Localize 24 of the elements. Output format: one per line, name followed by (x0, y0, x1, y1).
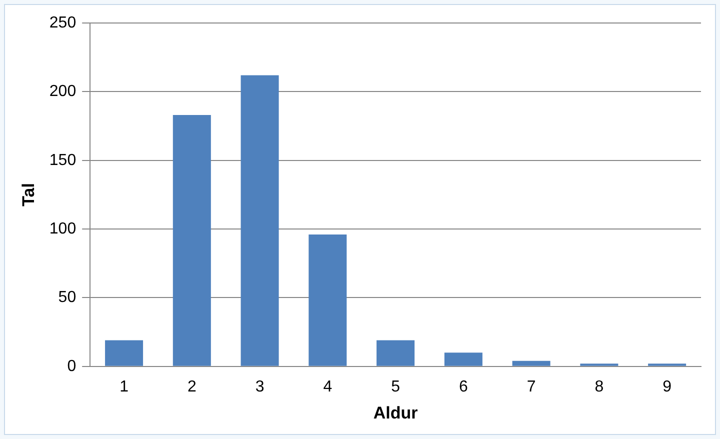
y-axis-title: Tal (18, 183, 38, 206)
x-tick-label: 9 (662, 378, 672, 396)
x-tick-label: 6 (458, 378, 468, 396)
bar (376, 340, 415, 366)
y-tick-label: 0 (67, 358, 76, 375)
x-tick-label: 5 (391, 378, 400, 396)
y-tick-label: 100 (49, 220, 76, 238)
bar (172, 115, 211, 366)
x-tick-label: 8 (594, 378, 604, 396)
y-tick-label: 250 (49, 14, 76, 32)
x-tick-label: 7 (526, 378, 536, 396)
y-tick-label: 150 (49, 152, 76, 169)
x-tick-label: 2 (187, 378, 196, 396)
bar (308, 234, 347, 366)
x-tick-label: 3 (255, 378, 264, 396)
y-tick-label: 50 (58, 289, 76, 306)
bar (240, 75, 279, 366)
x-tick-label: 4 (323, 378, 332, 396)
x-axis-title: Aldur (373, 403, 418, 422)
bar (105, 340, 144, 366)
x-tick-label: 1 (120, 378, 129, 396)
y-tick-label: 200 (49, 83, 76, 100)
bar (444, 352, 482, 366)
bar (512, 360, 550, 366)
